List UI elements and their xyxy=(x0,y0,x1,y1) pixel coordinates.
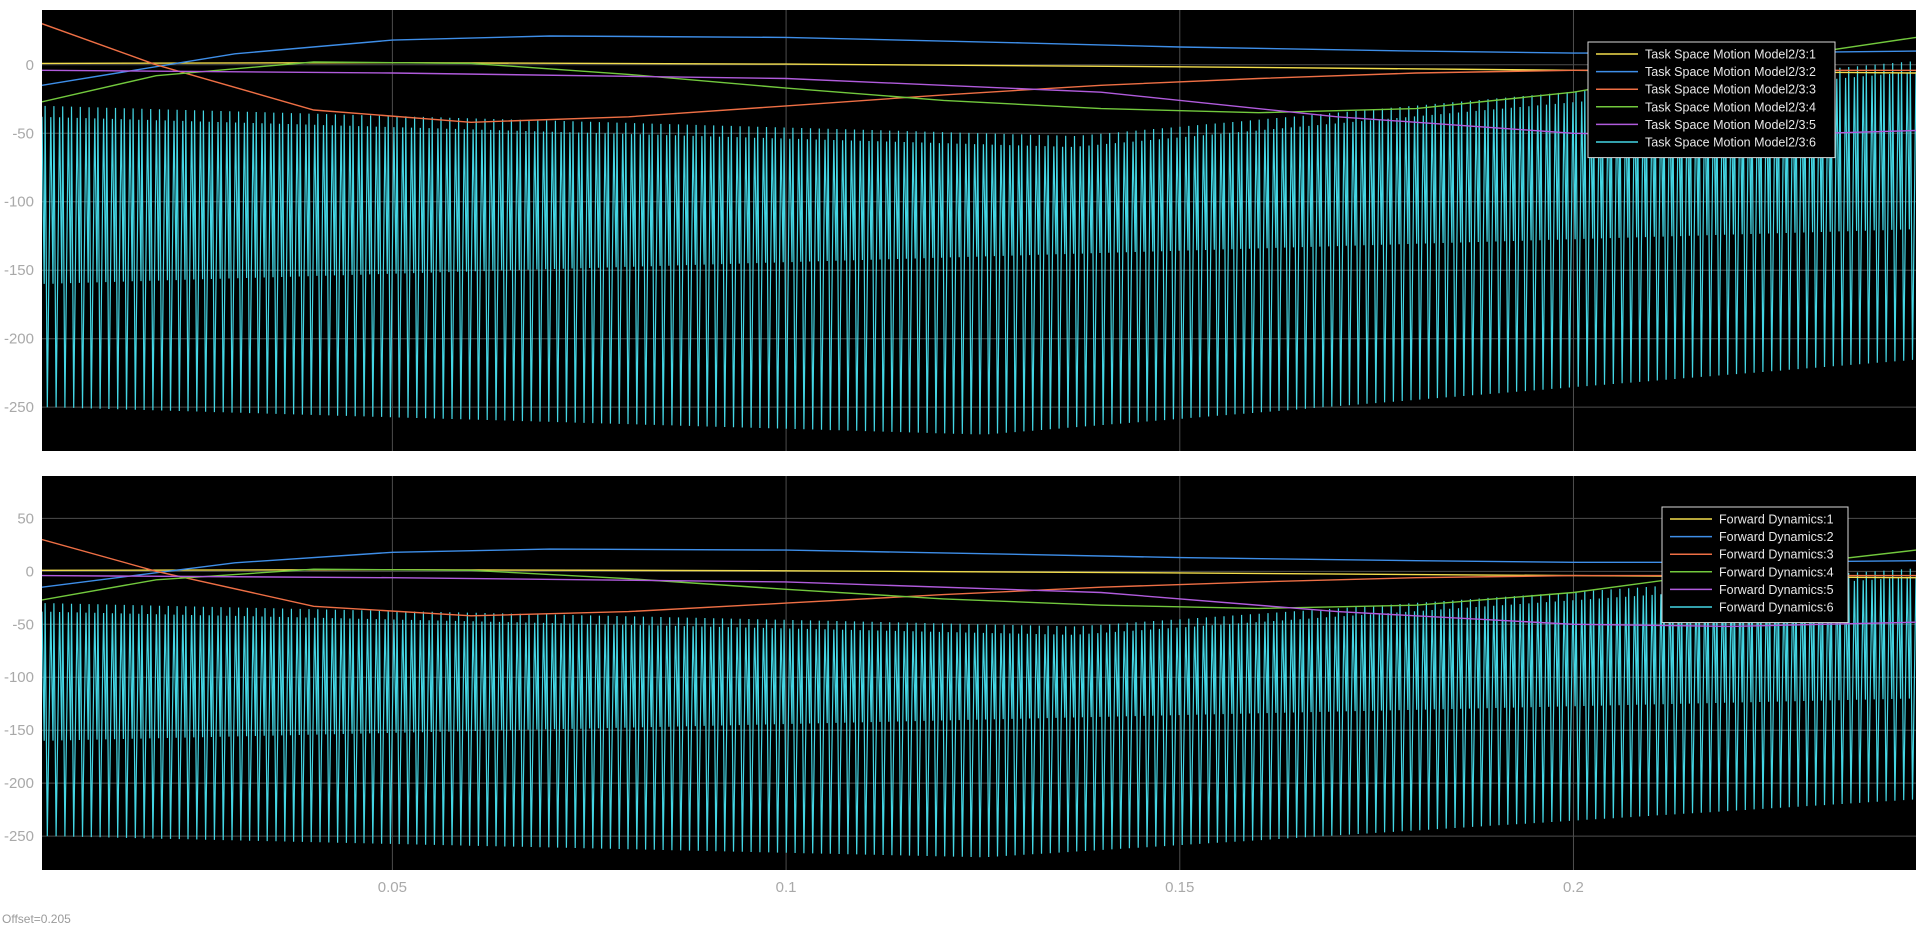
y-tick-label: -150 xyxy=(4,722,34,739)
legend-entry-label: Task Space Motion Model2/3:2 xyxy=(1645,65,1816,79)
x-tick-label: 0.05 xyxy=(378,879,407,896)
y-tick-label: -100 xyxy=(4,194,34,211)
legend-entry-label: Task Space Motion Model2/3:5 xyxy=(1645,118,1816,132)
series-line-2 xyxy=(42,548,1916,588)
legend-entry-label: Forward Dynamics:6 xyxy=(1719,601,1834,615)
series-line-6 xyxy=(42,61,1916,435)
legend-entry-label: Forward Dynamics:3 xyxy=(1719,548,1834,562)
y-tick-label: -50 xyxy=(12,616,34,633)
legend-entry-label: Forward Dynamics:2 xyxy=(1719,530,1834,544)
legend-entry-label: Task Space Motion Model2/3:3 xyxy=(1645,83,1816,97)
y-tick-label: 50 xyxy=(17,510,34,527)
x-tick-label: 0.1 xyxy=(776,879,797,896)
series-line-3 xyxy=(42,23,1916,124)
y-tick-label: -200 xyxy=(4,331,34,348)
y-tick-label: -250 xyxy=(4,399,34,416)
legend-entry-label: Task Space Motion Model2/3:6 xyxy=(1645,136,1816,150)
series-line-6 xyxy=(42,568,1916,858)
y-tick-label: -200 xyxy=(4,775,34,792)
series-line-3 xyxy=(42,538,1916,617)
y-tick-label: -100 xyxy=(4,669,34,686)
time-offset-label: Offset=0.205 xyxy=(2,912,71,926)
legend-entry-label: Task Space Motion Model2/3:1 xyxy=(1645,48,1816,62)
series-line-5 xyxy=(42,574,1916,628)
x-tick-label: 0.15 xyxy=(1165,879,1194,896)
legend-box xyxy=(1587,41,1836,159)
series-group xyxy=(42,538,1916,858)
legend[interactable]: Forward Dynamics:1 Forward Dynamics:2 Forw… xyxy=(1661,506,1849,624)
legend-entry-label: Forward Dynamics:4 xyxy=(1719,565,1834,579)
legend-entry-label: Forward Dynamics:1 xyxy=(1719,513,1834,527)
legend-entry-label: Forward Dynamics:5 xyxy=(1719,583,1834,597)
y-tick-label: 0 xyxy=(26,563,34,580)
scope-panel-2: 50 0 -50 -100 -150 -200 -250 0.05 0.1 0.15 0.2 Forw… xyxy=(4,476,1916,896)
scope-panel-1: 0 -50 -100 -150 -200 -250 Task Space Motion Mo… xyxy=(4,10,1916,451)
legend[interactable]: Task Space Motion Model2/3:1 Task Space M… xyxy=(1587,41,1836,159)
y-tick-label: 0 xyxy=(26,57,34,74)
legend-entry-label: Task Space Motion Model2/3:4 xyxy=(1645,100,1816,114)
series-line-4 xyxy=(42,549,1916,610)
y-tick-label: -50 xyxy=(12,125,34,142)
legend-box xyxy=(1661,506,1849,624)
series-line-4 xyxy=(42,36,1916,114)
y-tick-label: -250 xyxy=(4,828,34,845)
y-tick-label: -150 xyxy=(4,262,34,279)
x-tick-label: 0.2 xyxy=(1563,879,1584,896)
